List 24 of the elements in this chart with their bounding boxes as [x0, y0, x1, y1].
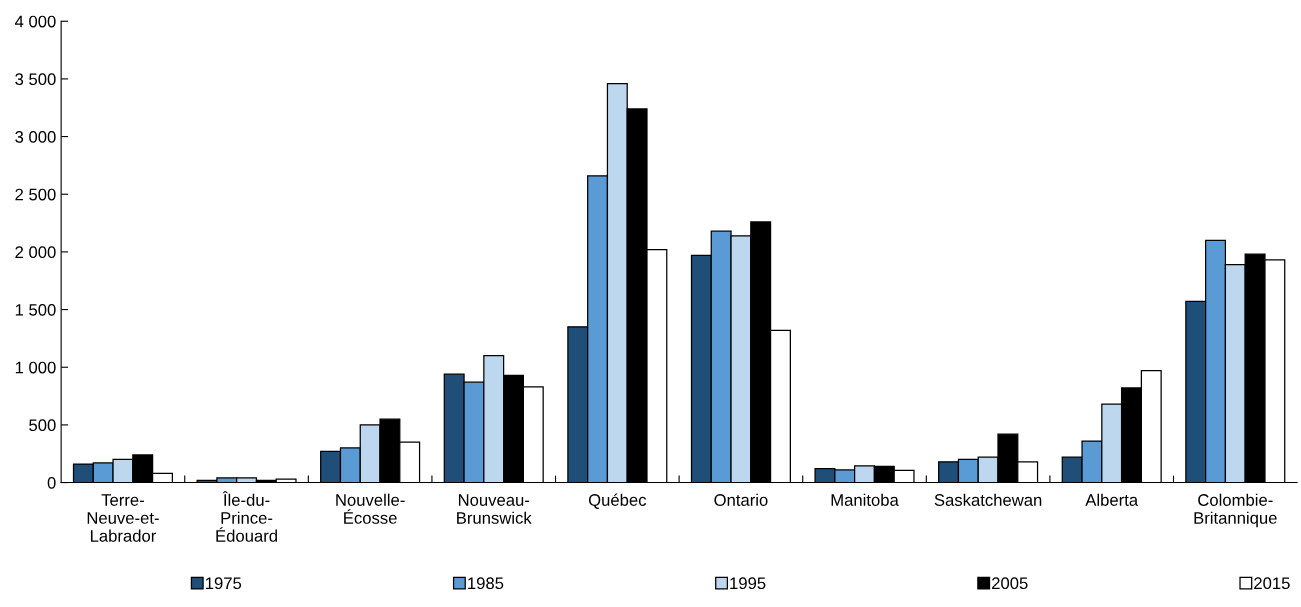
- x-tick-label: Ontario: [714, 493, 768, 506]
- legend-label: 1995: [730, 577, 766, 590]
- y-tick-label: 3 000: [15, 130, 56, 143]
- y-tick-label: 1 000: [15, 361, 56, 374]
- y-tick-label: 4 000: [14, 15, 56, 28]
- x-tick-label: Saskatchewan: [934, 493, 1042, 506]
- y-tick-label: 1 500: [15, 303, 56, 316]
- y-tick-label: 3 500: [15, 73, 56, 86]
- x-tick-label: Nouvelle- Écosse: [336, 493, 405, 524]
- x-tick-label: Colombie- Britannique: [1194, 493, 1277, 528]
- y-tick-label: 500: [29, 419, 56, 432]
- legend-label: 2005: [992, 577, 1028, 590]
- legend-label: 2015: [1254, 577, 1290, 590]
- x-tick-label: Alberta: [1085, 493, 1139, 506]
- y-tick-label: 2 000: [15, 246, 56, 259]
- x-tick-label: Nouveau- Brunswick: [457, 494, 532, 524]
- x-tick-label: Île-du- Prince- Édouard: [216, 491, 277, 542]
- x-tick-label: Québec: [588, 493, 647, 509]
- x-tick-label: Manitoba: [831, 493, 899, 506]
- y-tick-label: 0: [47, 476, 56, 489]
- legend-label: 1985: [468, 577, 504, 590]
- legend-label: 1975: [206, 577, 242, 590]
- x-tick-label: Terre- Neuve-et- Labrador: [87, 494, 159, 542]
- y-tick-label: 2 500: [15, 188, 56, 201]
